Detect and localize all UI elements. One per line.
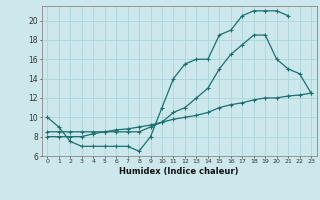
X-axis label: Humidex (Indice chaleur): Humidex (Indice chaleur) <box>119 167 239 176</box>
